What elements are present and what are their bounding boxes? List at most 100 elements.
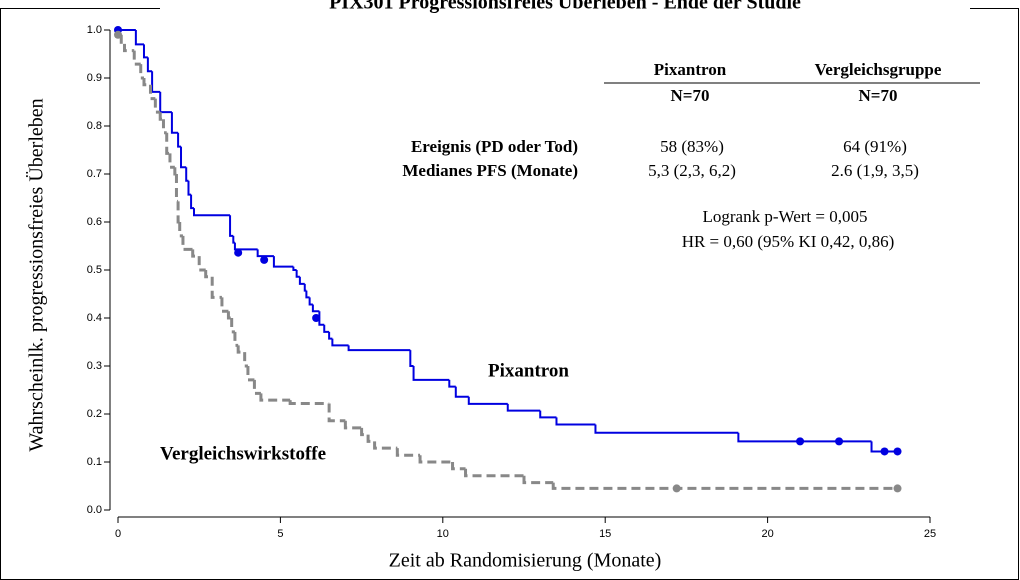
- km-step: [180, 146, 187, 169]
- km-step: [360, 427, 369, 437]
- km-step: [737, 432, 872, 443]
- y-tick-label: 1.0: [87, 24, 102, 36]
- km-step: [187, 180, 192, 196]
- km-step: [178, 222, 183, 238]
- km-step: [331, 338, 349, 347]
- censor-mark: [893, 484, 902, 493]
- km-step: [412, 366, 450, 381]
- km-step: [506, 403, 541, 412]
- censor-mark: [880, 447, 889, 456]
- km-step: [151, 71, 161, 93]
- y-tick-label: 0.5: [87, 264, 102, 276]
- series-label: Pixantron: [488, 360, 569, 381]
- km-step: [551, 482, 898, 490]
- km-step: [288, 400, 330, 405]
- y-tick-label: 0.3: [87, 360, 102, 372]
- km-step: [366, 434, 375, 443]
- km-step: [220, 297, 229, 313]
- table-row-label: Ereignis (PD oder Tod): [411, 137, 578, 156]
- chart-title: PIX301 Progressionsfreies Überleben - En…: [329, 0, 801, 14]
- km-step: [142, 78, 151, 87]
- y-tick-label: 0.8: [87, 120, 102, 132]
- km-step: [311, 304, 320, 313]
- km-step: [451, 462, 466, 471]
- censor-mark: [312, 314, 321, 322]
- km-step: [256, 249, 274, 258]
- km-step: [193, 208, 231, 217]
- km-step: [210, 276, 222, 299]
- km-step: [122, 43, 135, 53]
- table-cell: 58 (83%): [660, 137, 724, 156]
- km-step: [555, 417, 596, 426]
- km-step: [522, 475, 554, 485]
- km-step: [170, 112, 179, 134]
- km-step: [327, 403, 346, 423]
- table-cell: 64 (91%): [843, 137, 907, 156]
- km-step: [142, 44, 148, 59]
- km-step: [454, 386, 469, 398]
- x-tick-label: 25: [924, 528, 936, 540]
- km-step: [233, 331, 239, 347]
- km-step: [153, 98, 161, 114]
- x-tick-label: 20: [761, 528, 773, 540]
- km-step: [226, 311, 232, 320]
- km-step: [409, 350, 414, 367]
- km-step: [343, 420, 362, 430]
- km-step: [230, 318, 235, 334]
- km-step: [233, 242, 258, 251]
- censor-mark: [114, 30, 122, 39]
- km-step: [418, 455, 453, 464]
- km-step: [464, 468, 524, 478]
- km-step: [305, 290, 310, 299]
- km-step: [272, 256, 294, 268]
- km-step: [190, 194, 195, 210]
- km-step: [308, 297, 313, 306]
- km-step: [134, 30, 144, 46]
- y-tick-label: 0.7: [87, 168, 102, 180]
- censor-mark: [234, 248, 243, 257]
- x-tick-label: 15: [599, 528, 611, 540]
- table-n: N=70: [859, 86, 898, 105]
- y-tick-label: 0.2: [87, 408, 102, 420]
- km-step: [177, 132, 182, 148]
- table-row-label: Medianes PFS (Monate): [402, 161, 578, 180]
- censor-mark: [796, 437, 805, 446]
- km-step: [168, 153, 175, 169]
- km-step: [303, 283, 307, 292]
- km-step: [204, 270, 213, 279]
- annotation: HR = 0,60 (95% KI 0,42, 0,86): [682, 232, 895, 251]
- censor-mark: [835, 437, 844, 446]
- km-step: [246, 366, 255, 382]
- y-tick-label: 0.1: [87, 456, 102, 468]
- km-step: [347, 345, 411, 352]
- km-step: [395, 448, 421, 457]
- x-tick-label: 5: [277, 528, 283, 540]
- km-step: [165, 132, 170, 155]
- km-step: [146, 57, 153, 73]
- km-step: [373, 441, 398, 450]
- annotation: Logrank p-Wert = 0,005: [703, 207, 868, 226]
- km-step: [295, 270, 300, 278]
- km-step: [539, 410, 557, 419]
- km-step: [232, 235, 235, 244]
- km-step: [594, 424, 739, 434]
- km-step: [197, 256, 206, 272]
- km-step: [159, 91, 172, 114]
- table-header: Vergleichsgruppe: [815, 60, 942, 79]
- x-axis-label: Zeit ab Randomisierung (Monate): [389, 550, 662, 572]
- km-step: [323, 324, 330, 333]
- km-step: [236, 345, 245, 354]
- km-step: [119, 34, 125, 46]
- km-step: [161, 119, 167, 135]
- series-label: Vergleichswirkstoffe: [160, 443, 326, 464]
- y-tick-label: 0.9: [87, 72, 102, 84]
- y-tick-label: 0.6: [87, 216, 102, 228]
- km-step: [148, 84, 156, 101]
- km-step: [181, 235, 193, 251]
- x-tick-label: 10: [437, 528, 449, 540]
- title-bg: [160, 0, 970, 16]
- km-step: [467, 396, 508, 405]
- km-step: [298, 276, 305, 285]
- km-step: [259, 393, 291, 402]
